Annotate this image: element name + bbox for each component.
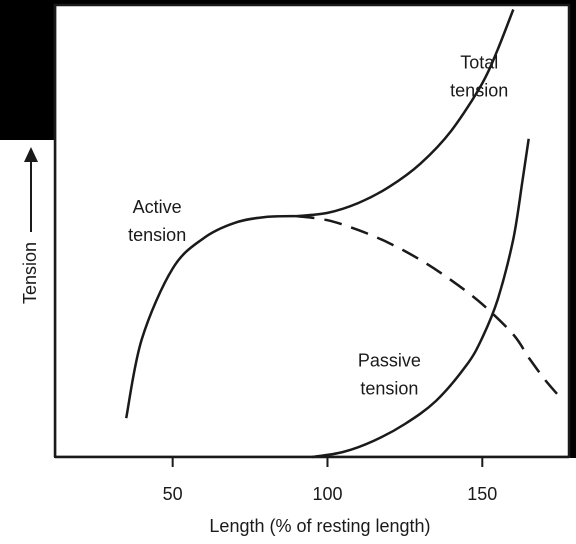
y-axis-label: Tension: [20, 242, 40, 304]
annotation-label: Passive tension: [358, 351, 421, 399]
y-axis-arrow: [24, 147, 38, 232]
active-tension-dashed-line: [296, 214, 561, 398]
x-tick-label: 100: [312, 484, 342, 504]
series-line-total-tension: [296, 9, 515, 218]
bottom-band: [0, 458, 576, 544]
series-line-passive-tension: [311, 138, 530, 459]
x-tick-label: 50: [163, 484, 183, 504]
series-line-active-tension: [124, 214, 297, 419]
annotation-label: Total tension: [450, 52, 508, 100]
x-tick-label: 150: [467, 484, 497, 504]
left-band: [0, 140, 54, 458]
annotation-label: Active tension: [128, 197, 186, 245]
x-axis-label: Length (% of resting length): [209, 516, 430, 536]
